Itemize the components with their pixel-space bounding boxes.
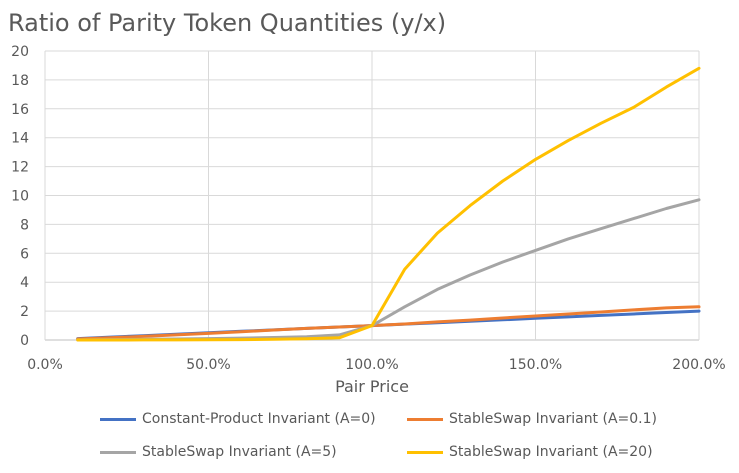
- x-tick-label: 100.0%: [345, 357, 398, 373]
- legend: Constant-Product Invariant (A=0) StableS…: [0, 404, 739, 473]
- legend-item-a0-1: StableSwap Invariant (A=0.1): [407, 411, 657, 427]
- y-tick-label: 16: [11, 102, 29, 118]
- x-tick-label: 200.0%: [672, 357, 725, 373]
- line-chart: 0 2 4 6 8 10 12 14 16 18 20 0.0% 50.0% 100.0% 150.0% 2…: [11, 44, 726, 396]
- x-axis-tick-labels: 0.0% 50.0% 100.0% 150.0% 200.0%: [27, 357, 725, 373]
- x-tick-label: 50.0%: [186, 357, 230, 373]
- y-axis-tick-labels: 0 2 4 6 8 10 12 14 16 18 20: [11, 44, 29, 349]
- legend-item-a20: StableSwap Invariant (A=20): [407, 444, 653, 460]
- legend-item-a5: StableSwap Invariant (A=5): [100, 444, 337, 460]
- legend-label: Constant-Product Invariant (A=0): [142, 411, 376, 427]
- y-tick-label: 2: [20, 304, 29, 320]
- x-tick-label: 150.0%: [509, 357, 562, 373]
- y-tick-label: 0: [20, 333, 29, 349]
- legend-swatch: [100, 417, 136, 421]
- grid-lines: [44, 50, 700, 341]
- series-lines: [76, 66, 701, 342]
- legend-label: StableSwap Invariant (A=0.1): [449, 411, 657, 427]
- y-tick-label: 4: [20, 275, 29, 291]
- series-line-2: [76, 198, 701, 342]
- legend-swatch: [407, 417, 443, 421]
- y-tick-label: 20: [11, 44, 29, 60]
- y-tick-label: 6: [20, 246, 29, 262]
- legend-label: StableSwap Invariant (A=20): [449, 444, 653, 460]
- series-line-3: [76, 66, 701, 342]
- x-axis-label: Pair Price: [335, 377, 409, 396]
- legend-label: StableSwap Invariant (A=5): [142, 444, 337, 460]
- y-tick-label: 12: [11, 160, 29, 176]
- series-line-1: [76, 305, 701, 341]
- legend-swatch: [407, 450, 443, 454]
- chart-title: Ratio of Parity Token Quantities (y/x): [8, 9, 447, 37]
- legend-swatch: [100, 450, 136, 454]
- y-tick-label: 18: [11, 73, 29, 89]
- x-tick-label: 0.0%: [27, 357, 63, 373]
- y-tick-label: 14: [11, 131, 29, 147]
- y-tick-label: 8: [20, 217, 29, 233]
- legend-item-a0: Constant-Product Invariant (A=0): [100, 411, 376, 427]
- y-tick-label: 10: [11, 189, 29, 205]
